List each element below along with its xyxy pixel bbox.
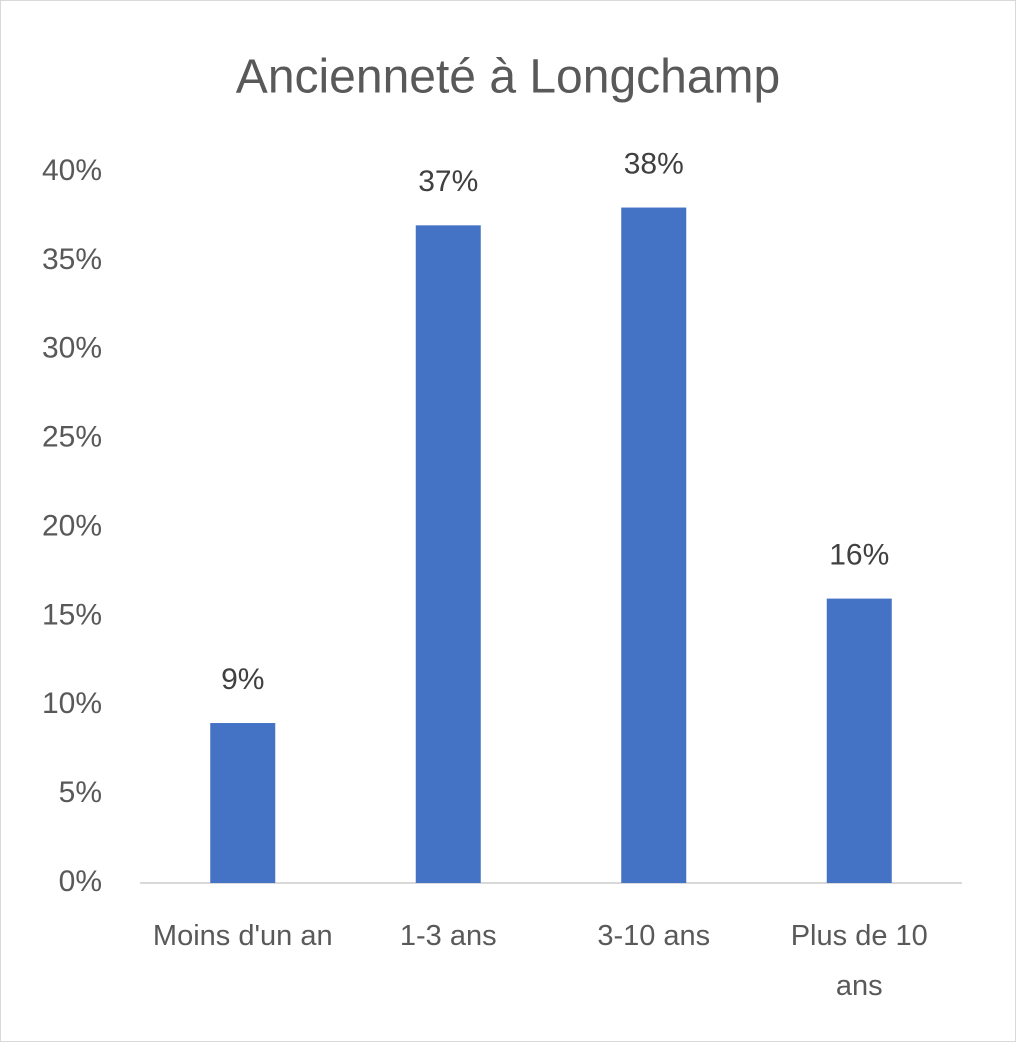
- y-tick-label: 5%: [59, 776, 102, 809]
- y-tick-label: 15%: [42, 598, 102, 631]
- x-tick-label: 3-10 ans: [597, 920, 711, 952]
- bar: [826, 598, 892, 883]
- y-tick-label: 40%: [42, 154, 102, 187]
- data-label: 9%: [221, 663, 264, 696]
- y-tick-label: 0%: [59, 865, 102, 898]
- x-tick-label: Moins d'un an: [152, 920, 333, 952]
- bar: [210, 723, 276, 883]
- y-tick-label: 10%: [42, 687, 102, 720]
- data-label: 16%: [829, 539, 889, 572]
- data-label: 37%: [418, 165, 478, 198]
- y-tick-label: 30%: [42, 332, 102, 365]
- x-tick-label: 1-3 ans: [399, 920, 497, 952]
- bar: [621, 207, 687, 884]
- data-label: 38%: [624, 147, 684, 180]
- x-tick-label: Plus de 10 ans: [790, 920, 928, 1002]
- chart-title: Ancienneté à Longchamp: [236, 51, 780, 104]
- y-tick-label: 35%: [42, 243, 102, 276]
- bar: [415, 225, 481, 883]
- y-tick-label: 20%: [42, 509, 102, 542]
- y-tick-label: 25%: [42, 421, 102, 454]
